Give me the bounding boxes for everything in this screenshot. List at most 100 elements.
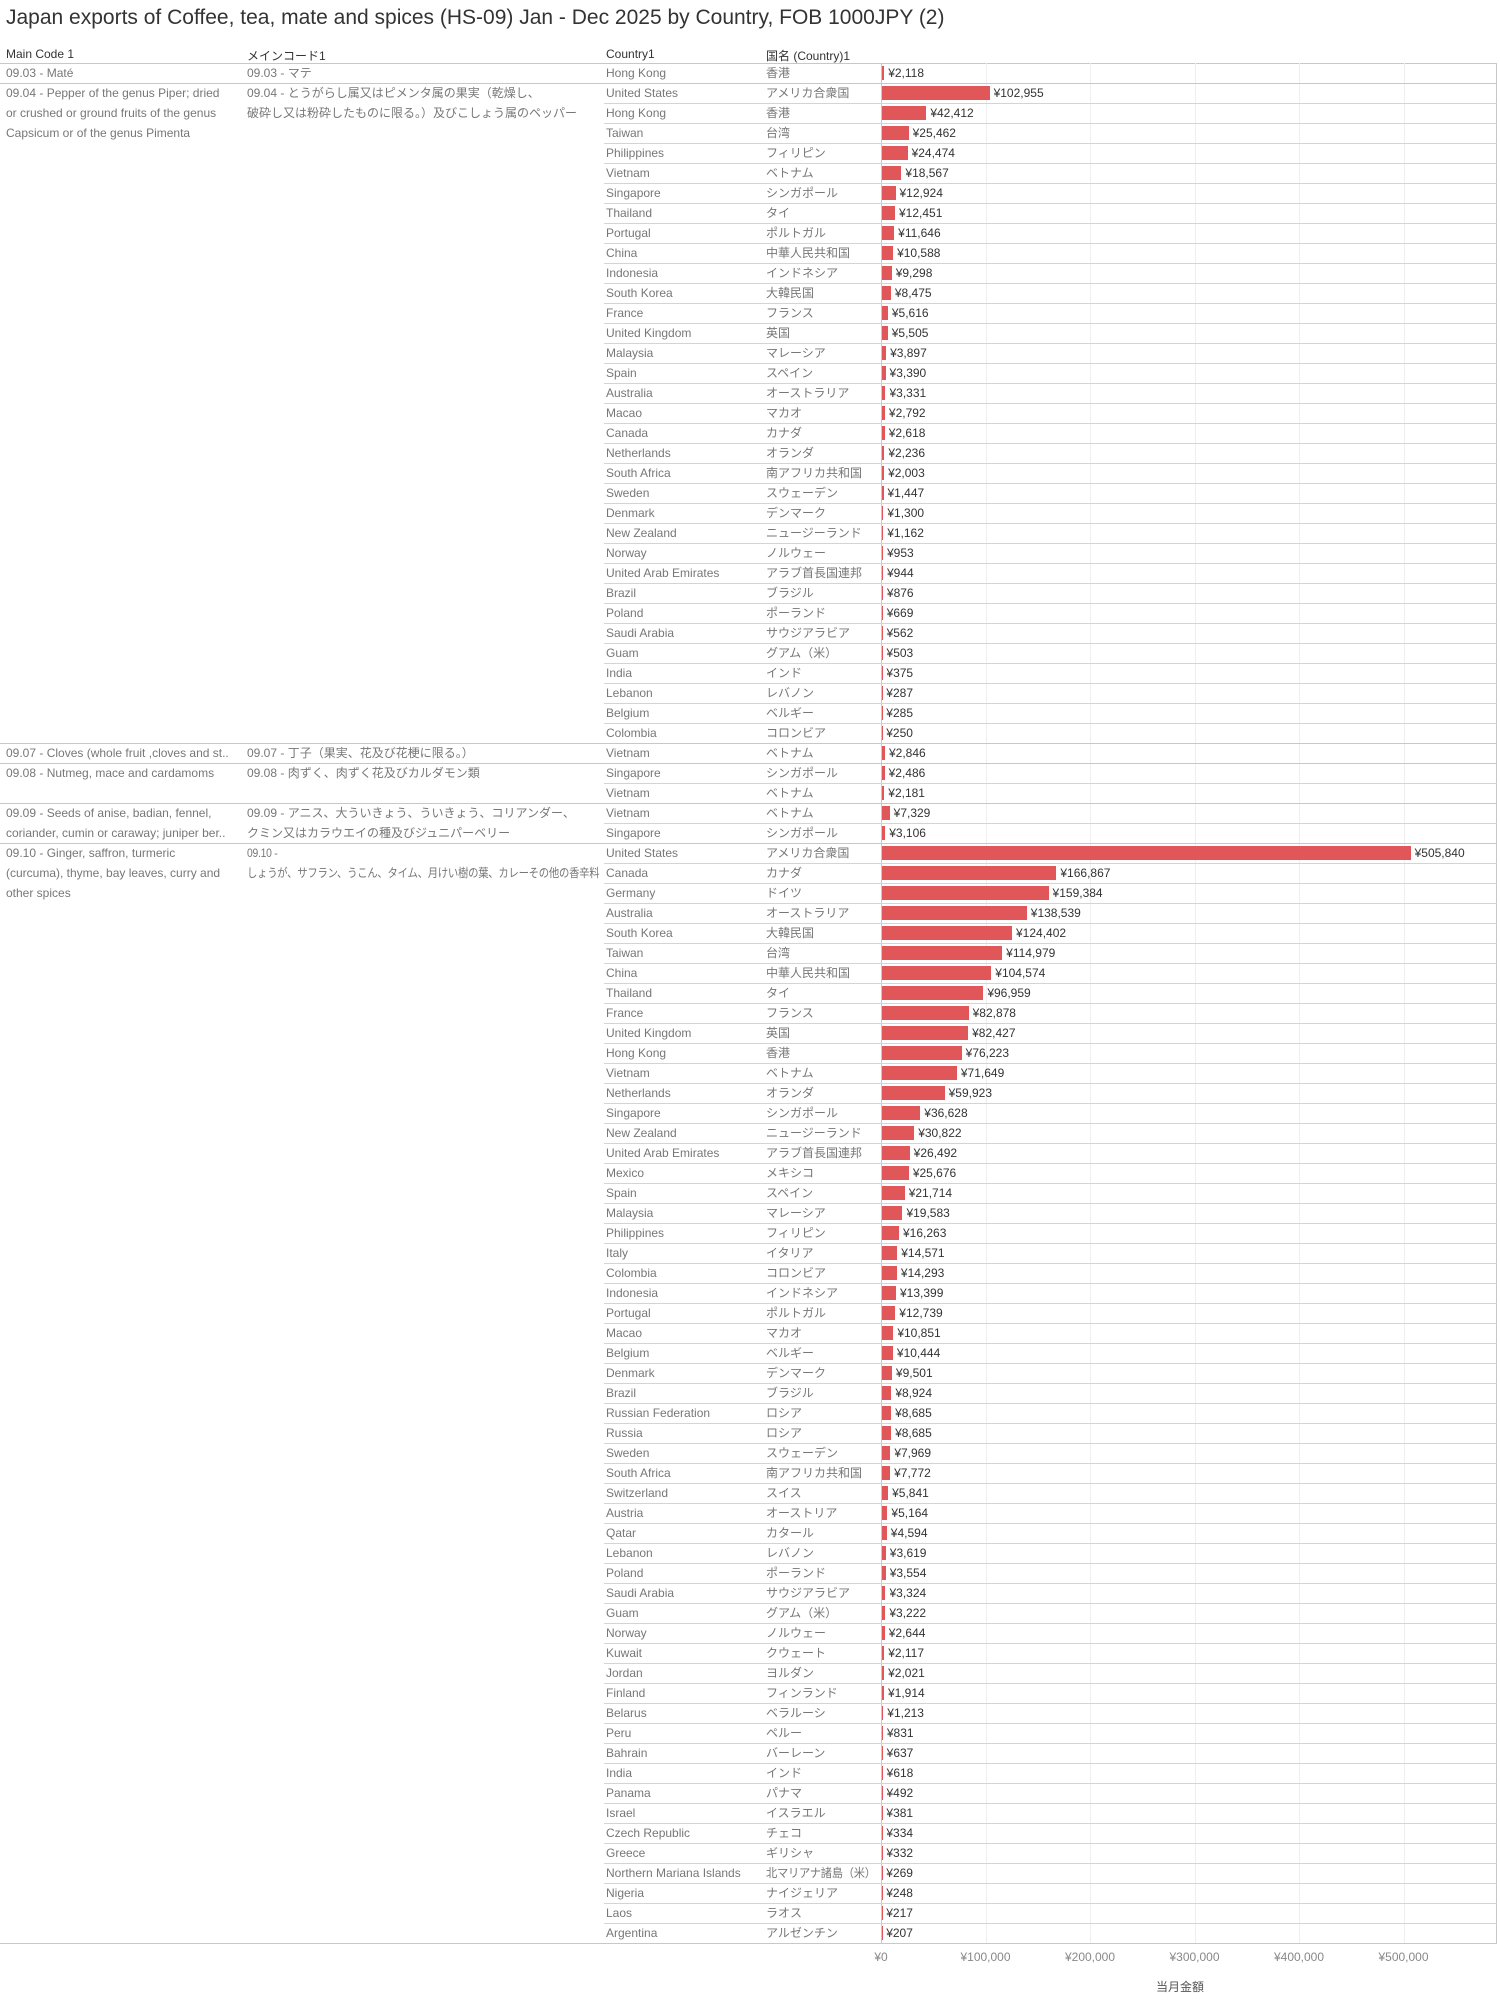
country-label[interactable]: Switzerland: [606, 1486, 669, 1500]
bar[interactable]: [882, 266, 892, 280]
country-label[interactable]: Indonesia: [606, 266, 659, 280]
country-ja-label[interactable]: インドネシア: [766, 266, 839, 280]
country-label[interactable]: Belgium: [606, 706, 650, 720]
bar[interactable]: [882, 1466, 891, 1480]
country-ja-label[interactable]: サウジアラビア: [766, 626, 851, 640]
main-code-label[interactable]: 09.08 - Nutmeg, mace and cardamoms: [6, 766, 215, 780]
country-ja-label[interactable]: ベトナム: [766, 746, 814, 760]
bar[interactable]: [882, 1146, 910, 1160]
bar[interactable]: [882, 1446, 891, 1460]
bar[interactable]: [882, 986, 984, 1000]
country-ja-label[interactable]: ナイジェリア: [766, 1886, 839, 1900]
country-label[interactable]: Philippines: [606, 1226, 665, 1240]
country-ja-label[interactable]: カタール: [766, 1526, 815, 1540]
bar[interactable]: [882, 1626, 885, 1640]
country-ja-label[interactable]: 香港: [766, 66, 791, 80]
country-label[interactable]: United Kingdom: [606, 326, 692, 340]
country-label[interactable]: New Zealand: [606, 1126, 677, 1140]
country-ja-label[interactable]: 台湾: [766, 126, 791, 140]
country-label[interactable]: Hong Kong: [606, 1046, 667, 1060]
bar[interactable]: [882, 346, 887, 360]
country-ja-label[interactable]: ギリシャ: [766, 1846, 815, 1860]
country-ja-label[interactable]: フィリピン: [766, 1226, 826, 1240]
country-ja-label[interactable]: ラオス: [766, 1906, 803, 1920]
country-label[interactable]: United States: [606, 86, 679, 100]
country-ja-label[interactable]: サウジアラビア: [766, 1586, 851, 1600]
country-ja-label[interactable]: インド: [766, 1766, 803, 1780]
main-code-ja-label[interactable]: 09.09 - アニス、大ういきょう、ういきょう、コリアンダー、 クミン又はカラ…: [247, 806, 575, 840]
country-label[interactable]: Denmark: [606, 506, 655, 520]
country-label[interactable]: Norway: [606, 546, 647, 560]
country-ja-label[interactable]: ベトナム: [766, 806, 814, 820]
country-label[interactable]: Canada: [606, 426, 649, 440]
country-ja-label[interactable]: 南アフリカ共和国: [766, 1466, 863, 1480]
country-label[interactable]: New Zealand: [606, 526, 677, 540]
country-label[interactable]: Nigeria: [606, 1886, 645, 1900]
country-ja-label[interactable]: 北マリアナ諸島（米）: [766, 1866, 876, 1880]
bar[interactable]: [882, 646, 883, 660]
country-label[interactable]: Laos: [606, 1906, 633, 1920]
country-ja-label[interactable]: タイ: [766, 206, 791, 220]
country-label[interactable]: Kuwait: [606, 1646, 643, 1660]
country-ja-label[interactable]: フランス: [766, 1006, 814, 1020]
country-ja-label[interactable]: スウェーデン: [766, 1446, 839, 1460]
bar[interactable]: [882, 1386, 892, 1400]
main-code-ja-label[interactable]: 09.10 - しょうが、サフラン、うこん、タイム、月けい樹の葉、カレーその他の…: [247, 846, 600, 880]
country-ja-label[interactable]: 中華人民共和国: [766, 246, 851, 260]
bar[interactable]: [882, 1126, 915, 1140]
bar[interactable]: [882, 886, 1049, 900]
country-ja-label[interactable]: 台湾: [766, 946, 791, 960]
bar[interactable]: [882, 1046, 962, 1060]
country-label[interactable]: Netherlands: [606, 1086, 671, 1100]
country-ja-label[interactable]: チェコ: [766, 1826, 803, 1840]
country-ja-label[interactable]: 香港: [766, 1046, 791, 1060]
bar[interactable]: [882, 1086, 945, 1100]
country-ja-label[interactable]: レバノン: [766, 1546, 815, 1560]
country-ja-label[interactable]: マレーシア: [766, 346, 826, 360]
country-label[interactable]: Israel: [606, 1806, 636, 1820]
bar[interactable]: [882, 166, 902, 180]
bar[interactable]: [882, 786, 885, 800]
country-ja-label[interactable]: パナマ: [766, 1786, 803, 1800]
bar[interactable]: [882, 206, 895, 220]
country-label[interactable]: Brazil: [606, 586, 637, 600]
bar[interactable]: [882, 366, 886, 380]
country-ja-label[interactable]: メキシコ: [766, 1166, 815, 1180]
header-country-ja[interactable]: 国名 (Country)1: [766, 49, 851, 63]
country-ja-label[interactable]: タイ: [766, 986, 791, 1000]
country-label[interactable]: Lebanon: [606, 686, 653, 700]
bar[interactable]: [882, 1646, 885, 1660]
country-ja-label[interactable]: ポルトガル: [766, 1306, 827, 1320]
country-ja-label[interactable]: オーストラリア: [766, 906, 850, 920]
bar[interactable]: [882, 66, 885, 80]
country-ja-label[interactable]: カナダ: [766, 866, 803, 880]
country-label[interactable]: Jordan: [606, 1666, 643, 1680]
country-label[interactable]: Italy: [606, 1246, 629, 1260]
country-label[interactable]: Taiwan: [606, 126, 644, 140]
bar[interactable]: [882, 926, 1012, 940]
country-label[interactable]: Brazil: [606, 1386, 637, 1400]
country-ja-label[interactable]: フィンランド: [766, 1686, 838, 1700]
bar[interactable]: [882, 286, 891, 300]
country-label[interactable]: China: [606, 246, 638, 260]
bar[interactable]: [882, 506, 884, 520]
bar[interactable]: [882, 106, 927, 120]
bar[interactable]: [882, 1266, 897, 1280]
country-ja-label[interactable]: シンガポール: [766, 1106, 839, 1120]
country-ja-label[interactable]: ベトナム: [766, 786, 814, 800]
country-ja-label[interactable]: イスラエル: [766, 1806, 826, 1820]
main-code-ja-label[interactable]: 09.08 - 肉ずく、肉ずく花及びカルダモン類: [247, 766, 480, 780]
bar[interactable]: [882, 1706, 884, 1720]
country-ja-label[interactable]: ロシア: [766, 1406, 803, 1420]
country-label[interactable]: Philippines: [606, 146, 665, 160]
country-ja-label[interactable]: デンマーク: [766, 1366, 827, 1380]
country-label[interactable]: Indonesia: [606, 1286, 659, 1300]
bar[interactable]: [882, 86, 990, 100]
country-label[interactable]: Spain: [606, 1186, 637, 1200]
country-label[interactable]: India: [606, 1766, 633, 1780]
country-ja-label[interactable]: スウェーデン: [766, 486, 839, 500]
bar[interactable]: [882, 766, 885, 780]
country-label[interactable]: Vietnam: [606, 746, 650, 760]
country-ja-label[interactable]: ノルウェー: [766, 546, 827, 560]
country-label[interactable]: Spain: [606, 366, 637, 380]
